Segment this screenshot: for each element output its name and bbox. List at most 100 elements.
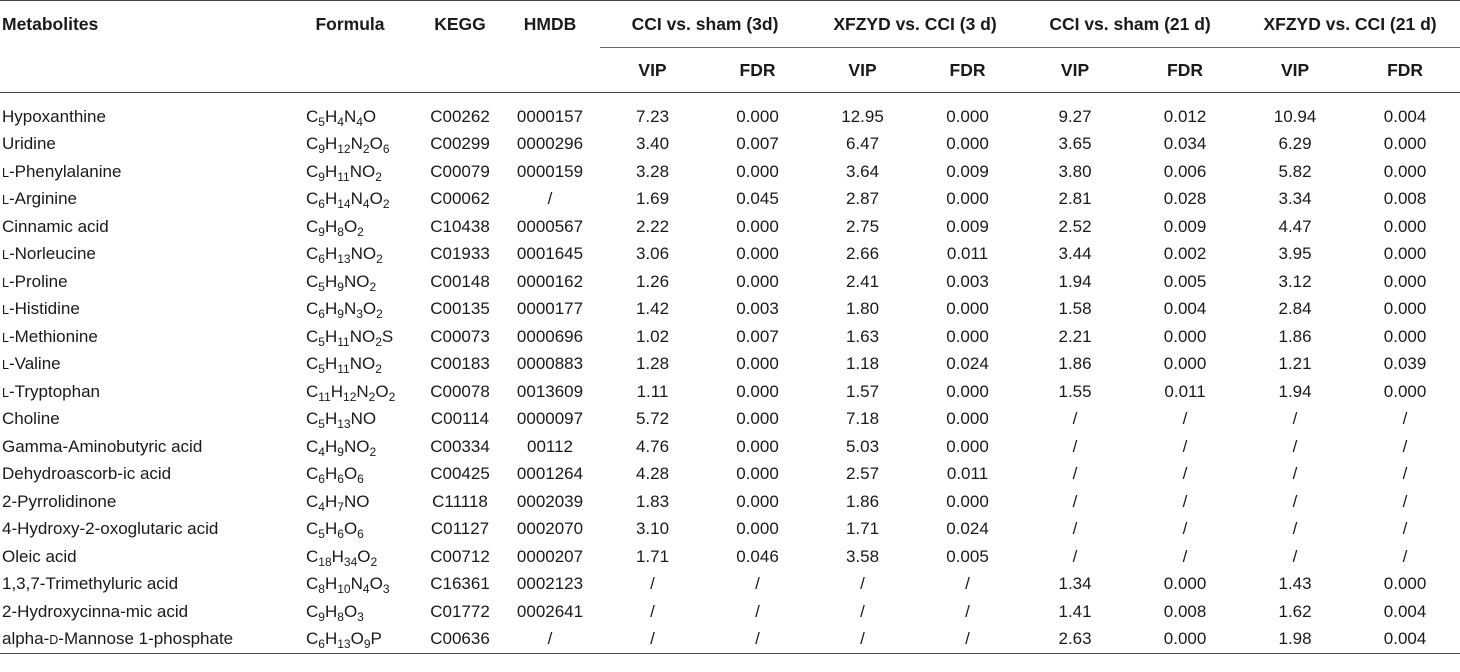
vip-xfzyd-cci-21d: 10.94 [1273, 106, 1317, 126]
hmdb-id: 0000097 [516, 409, 584, 429]
formula-subscript: 3 [357, 609, 364, 624]
fdr-cci-sham-21d: / [1182, 409, 1188, 429]
name-text: -Valine [8, 354, 61, 374]
vip-xfzyd-cci-21d: / [1292, 436, 1298, 456]
formula-element: O [362, 106, 377, 126]
fdr-cci-sham-21d: 0.034 [1163, 134, 1207, 154]
kegg-id: C00636 [420, 625, 500, 654]
fdr-cci-sham-3d: 0.000 [736, 106, 779, 126]
vip-cci-sham-3d: / [600, 625, 705, 654]
metabolite-name: L-Valine [0, 351, 280, 379]
table-row: L-Arginine C6H14N4O2 C00062/1.69 0.045 2.87 0… [0, 186, 1460, 214]
vip-xfzyd-cci-3d: 1.71 [845, 519, 880, 539]
formula-subscript: 9 [337, 307, 344, 322]
vip-xfzyd-cci-3d: 1.57 [845, 381, 880, 401]
header-group-cci-sham-21d: CCI vs. sham (21 d) [1020, 0, 1241, 48]
name-text: Hypoxanthine [2, 106, 106, 126]
formula-subscript: 9 [318, 224, 325, 239]
hmdb-id: 0002039 [516, 491, 584, 511]
header-empty [280, 47, 420, 93]
fdr-xfzyd-cci-21d: 0.008 [1383, 189, 1427, 209]
fdr-cci-sham-3d: 0.000 [736, 244, 779, 264]
metabolites-table: Metabolites Formula KEGG HMDB CCI vs. sh… [0, 0, 1460, 654]
fdr-xfzyd-cci-3d: 0.011 [946, 244, 989, 264]
metabolite-name: L-Tryptophan [0, 378, 280, 406]
formula-subscript: 18 [318, 554, 332, 569]
stereo-prefix: D [49, 633, 59, 648]
fdr-cci-sham-3d: / [755, 574, 760, 594]
fdr-xfzyd-cci-21d: / [1402, 436, 1408, 456]
vip-cci-sham-3d: 1.11 [636, 381, 669, 401]
kegg-id: C16361 [430, 574, 490, 594]
vip-cci-sham-3d: / [650, 574, 655, 594]
formula: C9H12N2O6 [280, 131, 420, 159]
vip-xfzyd-cci-3d: 7.18 [845, 409, 880, 429]
fdr-xfzyd-cci-3d: 0.000 [946, 189, 989, 209]
fdr-cci-sham-3d: 0.000 [736, 381, 779, 401]
formula: C5H4N4O [280, 103, 420, 131]
kegg-id: C00262 [430, 106, 490, 126]
hmdb-id: 0001645 [516, 244, 584, 264]
table-row: Dehydroascorb-ic acid C6H6O6 C00425 0001264… [0, 461, 1460, 489]
formula-element: C [306, 216, 319, 236]
formula-element: C [306, 519, 319, 539]
formula-subscript: 6 [357, 472, 364, 487]
vip-cci-sham-21d: 3.80 [1058, 161, 1092, 181]
formula-element: C [306, 244, 319, 264]
formula-subscript: 13 [337, 637, 351, 652]
hmdb-id: 0000162 [516, 271, 584, 291]
vip-cci-sham-21d: 1.34 [1058, 574, 1092, 594]
stereo-prefix: L [2, 303, 9, 318]
vip-xfzyd-cci-21d: / [1292, 546, 1298, 566]
hmdb-id: 0000296 [516, 134, 584, 154]
formula: C6H13O9P [280, 625, 420, 654]
fdr-cci-sham-3d: 0.007 [736, 326, 779, 346]
formula-subscript: 6 [357, 527, 364, 542]
vip-cci-sham-21d: 1.41 [1058, 601, 1092, 621]
formula-element: H [324, 244, 338, 264]
formula-element: NO [343, 436, 370, 456]
vip-xfzyd-cci-21d: 1.21 [1278, 354, 1312, 374]
formula-element: NO [350, 409, 377, 429]
kegg-id: C00425 [430, 464, 490, 484]
fdr-xfzyd-cci-21d: 0.004 [1350, 625, 1460, 654]
name-text: Oleic acid [2, 546, 77, 566]
vip-cci-sham-3d: 2.22 [635, 216, 670, 236]
fdr-xfzyd-cci-3d: 0.009 [946, 161, 989, 181]
vip-cci-sham-21d: 2.21 [1058, 326, 1092, 346]
formula-element: O [357, 546, 371, 566]
metabolite-name: Oleic acid [0, 543, 280, 571]
metabolite-name: 1,3,7-Trimethyluric acid [0, 571, 280, 599]
vip-xfzyd-cci-3d: 2.57 [845, 464, 880, 484]
formula-subscript: 8 [337, 609, 344, 624]
vip-cci-sham-21d: / [1072, 409, 1078, 429]
formula-subscript: 34 [343, 554, 358, 569]
kegg-id: C11118 [432, 491, 488, 511]
vip-xfzyd-cci-3d: 12.95 [841, 106, 884, 126]
formula-element: C [306, 409, 319, 429]
hmdb-id: / [547, 189, 553, 209]
fdr-cci-sham-3d: 0.000 [736, 436, 779, 456]
metabolite-name: L-Histidine [0, 296, 280, 324]
formula: C5H11NO2 [280, 351, 420, 379]
vip-cci-sham-21d: 3.65 [1058, 134, 1092, 154]
spacer-row [0, 93, 1460, 104]
formula-element: C [306, 574, 319, 594]
formula-element: H [324, 326, 338, 346]
header-vip: VIP [810, 47, 916, 93]
formula-subscript: 2 [388, 389, 396, 404]
fdr-cci-sham-3d: 0.003 [736, 299, 779, 319]
formula-element: C [306, 601, 319, 621]
table-row: Uridine C9H12N2O6 C00299 0000296 3.40 0.007 6.… [0, 131, 1460, 159]
stereo-prefix: L [2, 275, 9, 290]
formula: C9H11NO2 [280, 158, 420, 186]
name-text: Gamma-Aminobutyric acid [2, 436, 203, 456]
fdr-xfzyd-cci-3d: 0.000 [946, 134, 989, 154]
header-hmdb: HMDB [500, 0, 600, 48]
hmdb-id: 0013609 [516, 381, 584, 401]
vip-cci-sham-21d: / [1072, 519, 1078, 539]
fdr-cci-sham-21d: 0.000 [1130, 625, 1241, 654]
formula-element: H [324, 629, 338, 649]
name-text: Choline [2, 409, 60, 429]
